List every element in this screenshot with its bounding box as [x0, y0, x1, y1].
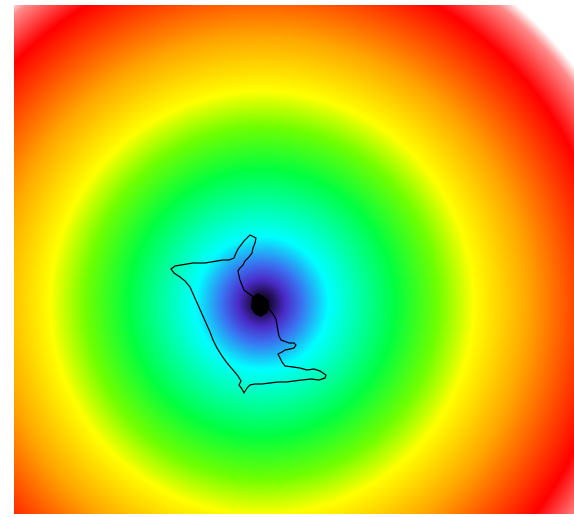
center-marker	[251, 293, 270, 317]
heatmap-field	[14, 5, 574, 514]
distance-heatmap	[14, 5, 574, 514]
region-outline	[170, 234, 327, 394]
distance-heatmap-panel	[14, 5, 574, 514]
